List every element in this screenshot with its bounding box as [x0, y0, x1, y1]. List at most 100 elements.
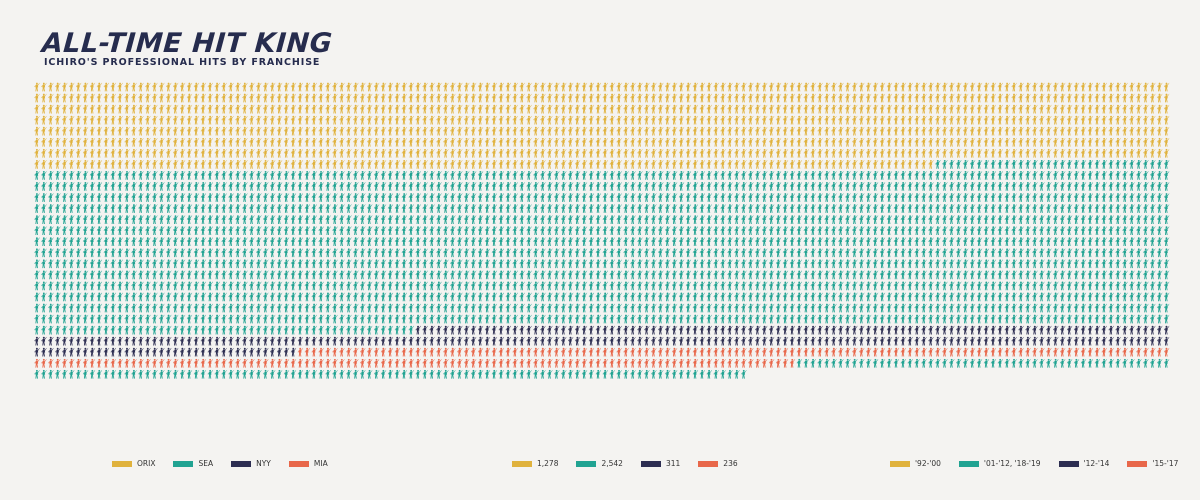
hit-icon-orix — [782, 148, 789, 158]
hit-icon-orix — [48, 137, 54, 147]
hit-icon-sea — [1150, 270, 1156, 280]
hit-icon-sea — [249, 193, 255, 202]
hit-icon-sea — [976, 314, 983, 324]
hit-icon-orix — [962, 148, 969, 158]
hit-icon-nyy — [124, 336, 130, 346]
hit-icon-mia — [671, 347, 678, 357]
hit-icon-sea — [817, 292, 823, 302]
hit-icon-orix — [602, 137, 609, 147]
hit-icon-sea — [1046, 237, 1052, 247]
hit-icon-sea — [477, 281, 484, 291]
hit-icon-orix — [436, 148, 442, 158]
hit-icon-sea — [41, 237, 47, 247]
hit-icon-sea — [1073, 281, 1080, 291]
hit-icon-nyy — [408, 336, 415, 346]
hit-icon-nyy — [207, 347, 214, 357]
hit-icon-mia — [103, 358, 110, 368]
hit-icon-sea — [443, 369, 449, 379]
hit-icon-sea — [949, 292, 955, 302]
hit-icon-sea — [1039, 215, 1045, 224]
hit-icon-orix — [380, 159, 387, 169]
hit-icon-orix — [179, 137, 186, 147]
hit-icon-mia — [269, 358, 276, 368]
hit-icon-orix — [990, 93, 997, 103]
hit-icon-sea — [89, 215, 96, 224]
hit-icon-sea — [394, 182, 401, 191]
hit-icon-sea — [339, 248, 345, 258]
hit-icon-sea — [318, 259, 324, 269]
hit-icon-sea — [505, 369, 512, 379]
hit-icon-orix — [166, 159, 172, 169]
hit-icon-sea — [214, 226, 220, 235]
hit-icon-mia — [720, 347, 726, 357]
hit-icon-orix — [221, 148, 227, 158]
hit-icon-sea — [269, 193, 276, 202]
hit-icon-sea — [408, 281, 415, 291]
hit-icon-sea — [893, 248, 900, 258]
hit-icon-sea — [263, 369, 269, 379]
hit-icon-sea — [1129, 204, 1135, 213]
hit-icon-orix — [242, 104, 248, 114]
hit-icon-sea — [685, 215, 692, 224]
hit-icon-sea — [221, 248, 227, 258]
hit-icon-sea — [1059, 193, 1066, 202]
hit-icon-sea — [803, 248, 810, 258]
hit-icon-orix — [956, 82, 962, 92]
hit-icon-orix — [159, 159, 165, 169]
hit-icon-mia — [179, 358, 186, 368]
hit-icon-sea — [1004, 248, 1010, 258]
hit-icon-orix — [554, 104, 560, 114]
hit-icon-sea — [138, 270, 144, 280]
hit-icon-orix — [124, 126, 130, 136]
hit-icon-sea — [969, 237, 976, 247]
hit-icon-sea — [346, 193, 352, 202]
hit-icon-sea — [810, 237, 816, 247]
hit-icon-nyy — [498, 325, 505, 335]
hit-icon-sea — [55, 215, 61, 224]
hit-icon-mia — [1143, 347, 1149, 357]
hit-icon-orix — [498, 137, 505, 147]
hit-icon-nyy — [457, 325, 463, 335]
hit-icon-sea — [671, 303, 678, 313]
hit-icon-orix — [651, 93, 657, 103]
hit-icon-mia — [34, 358, 40, 368]
hit-icon-sea — [678, 204, 685, 213]
hit-icon-sea — [1157, 303, 1163, 313]
hit-icon-sea — [82, 248, 89, 258]
hit-icon-sea — [276, 314, 283, 324]
hit-icon-orix — [1025, 104, 1031, 114]
hit-icon-sea — [429, 314, 435, 324]
hit-icon-sea — [214, 182, 220, 191]
hit-icon-nyy — [82, 347, 89, 357]
hit-icon-sea — [360, 325, 366, 335]
hit-icon-orix — [907, 82, 913, 92]
hit-icon-sea — [55, 303, 61, 313]
hit-icon-sea — [1129, 182, 1135, 191]
hit-icon-nyy — [200, 347, 207, 357]
hit-icon-sea — [526, 193, 532, 202]
hit-icon-nyy — [450, 336, 456, 346]
hit-icon-sea — [332, 204, 338, 213]
hit-icon-nyy — [297, 336, 304, 346]
hit-icon-mia — [1059, 347, 1066, 357]
hit-icon-sea — [810, 281, 816, 291]
hit-icon-sea — [727, 314, 733, 324]
hit-icon-sea — [179, 204, 186, 213]
hit-icon-sea — [263, 314, 269, 324]
hit-icon-orix — [692, 159, 699, 169]
hit-icon-orix — [1136, 148, 1142, 158]
hit-icon-sea — [685, 170, 692, 180]
hit-icon-orix — [1136, 104, 1142, 114]
hit-icon-sea — [256, 170, 262, 180]
hit-icon-orix — [1122, 126, 1128, 136]
hit-icon-sea — [131, 248, 137, 258]
hit-icon-orix — [332, 82, 338, 92]
hit-icon-orix — [886, 159, 893, 169]
hit-icon-orix — [34, 126, 40, 136]
hit-icon-orix — [360, 126, 366, 136]
hit-icon-orix — [699, 137, 706, 147]
hit-icon-sea — [68, 314, 75, 324]
hit-icon-sea — [366, 281, 373, 291]
hit-icon-sea — [1122, 270, 1128, 280]
hit-icon-sea — [540, 248, 546, 258]
